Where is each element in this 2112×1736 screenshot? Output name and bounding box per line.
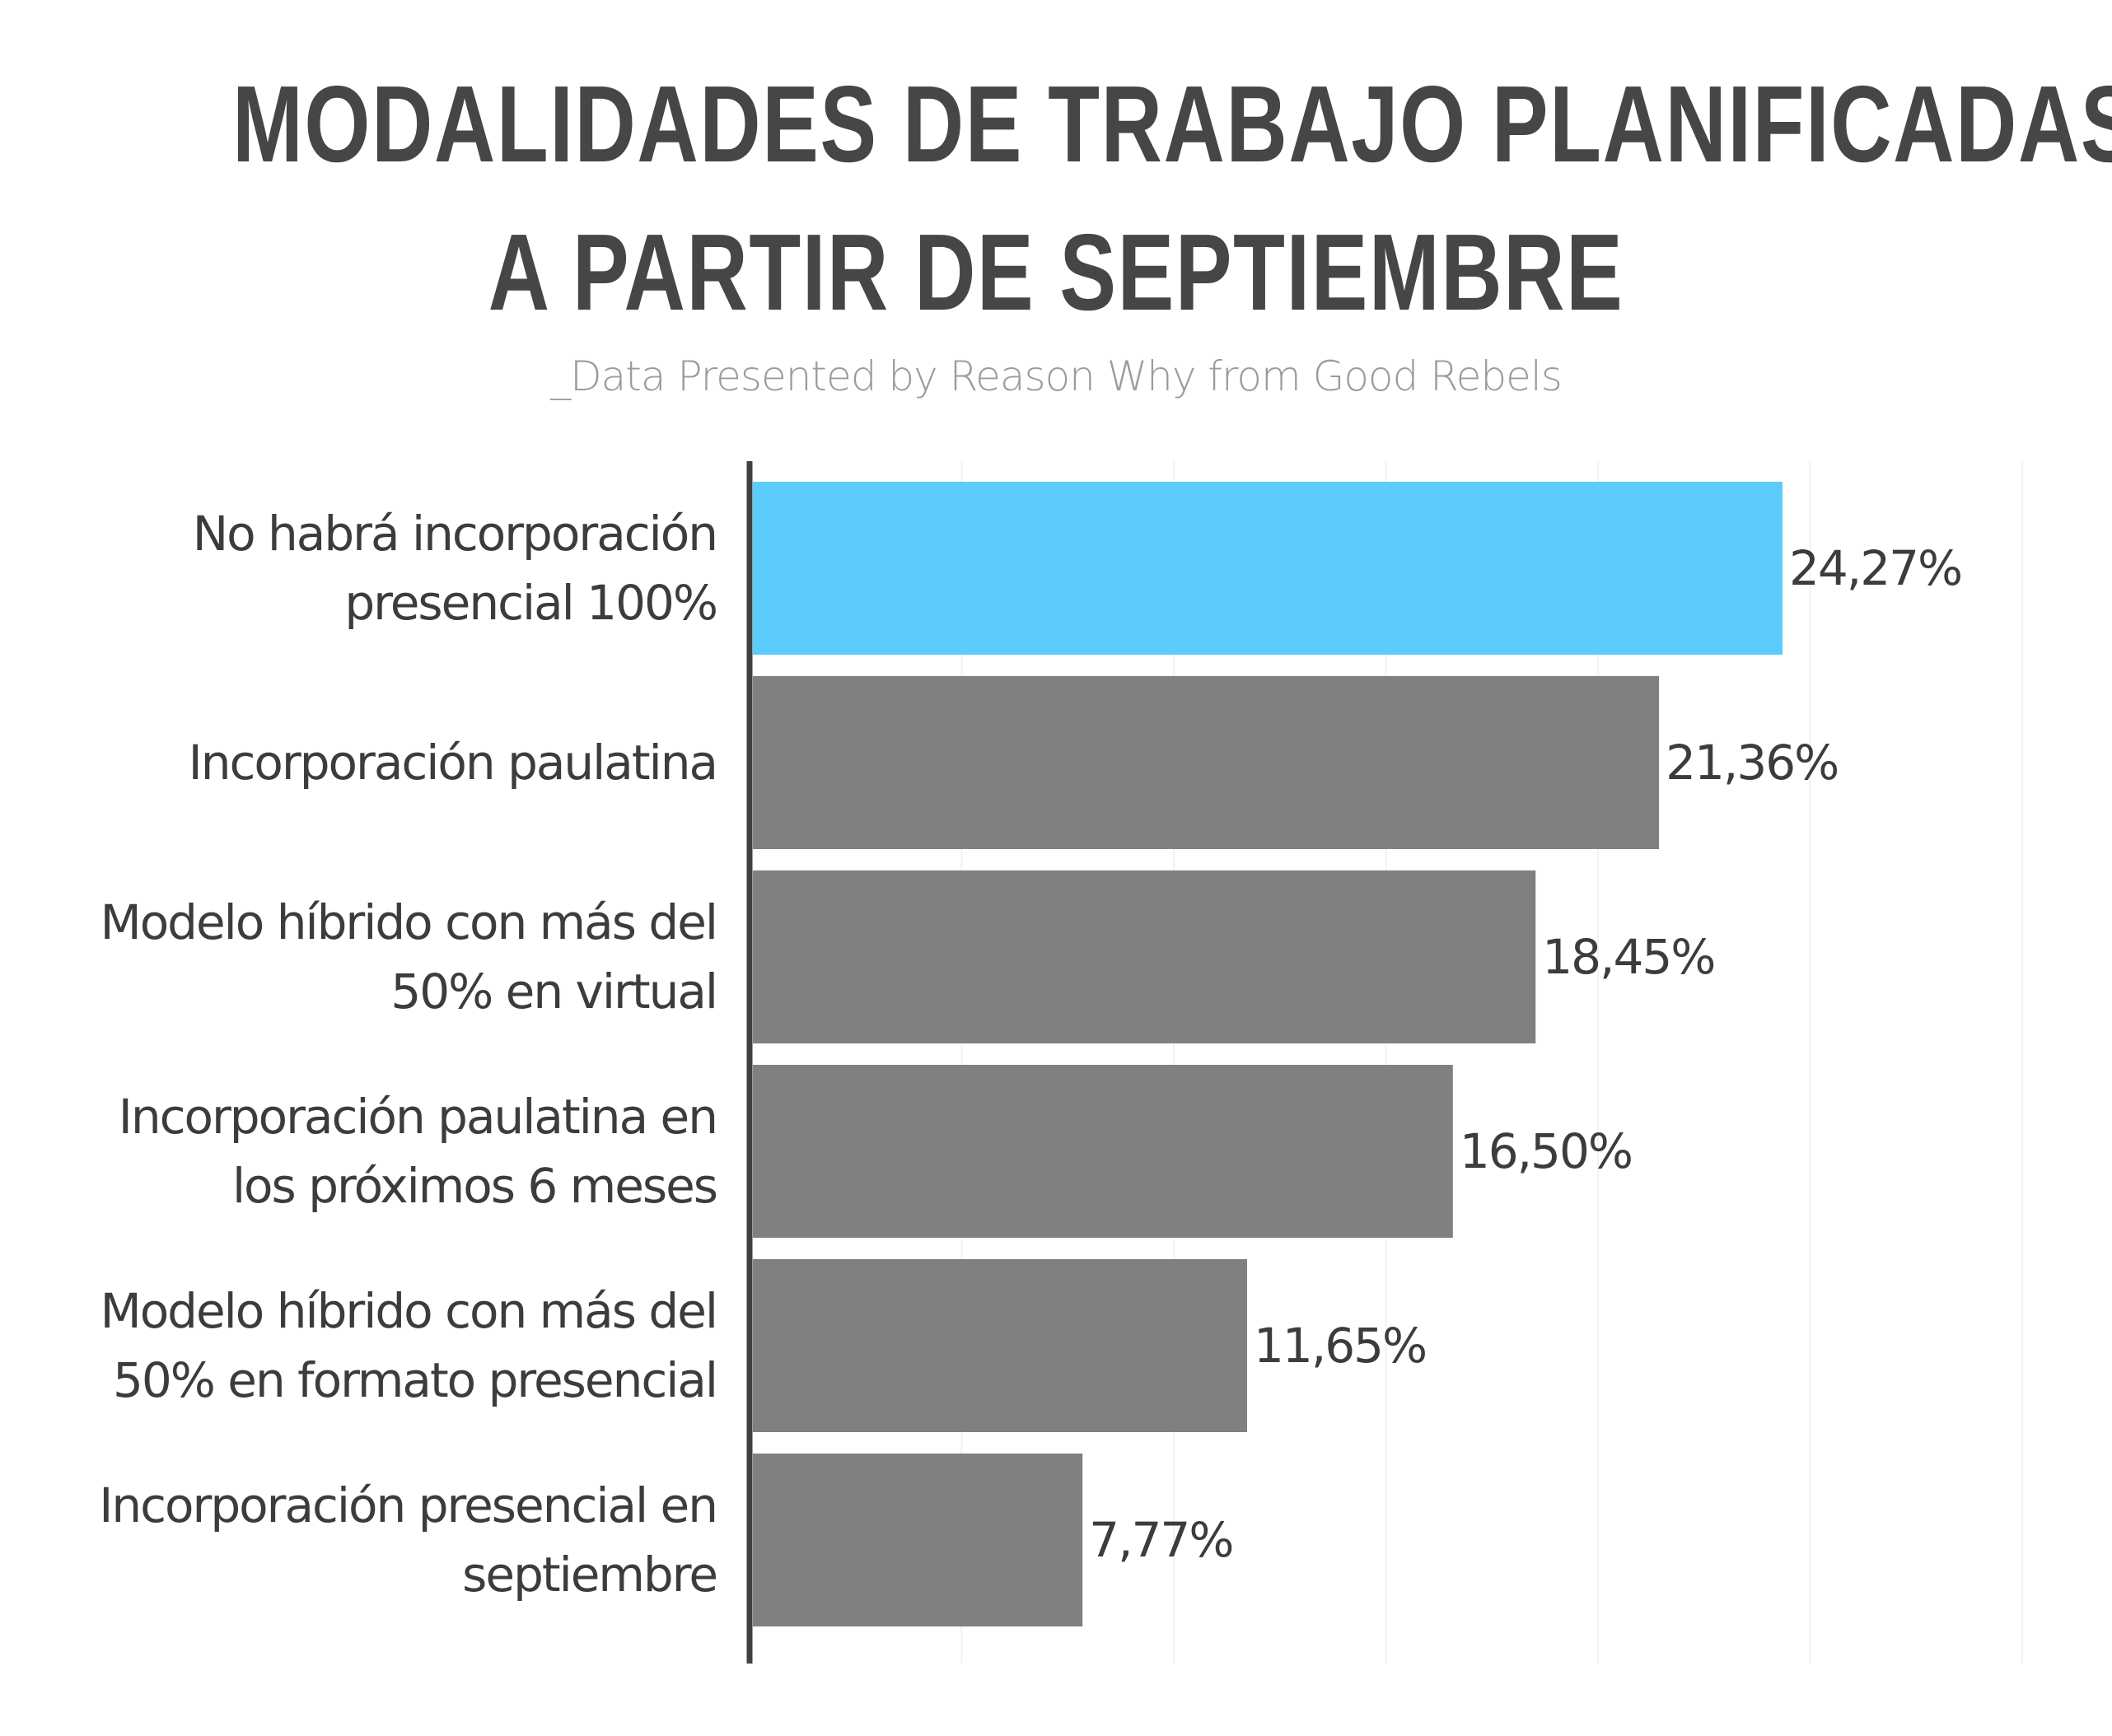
bar — [753, 1065, 1453, 1238]
value-label: 21,36% — [1666, 735, 1838, 791]
value-label: 24,27% — [1789, 540, 1961, 596]
category-label: Modelo híbrido con más del 50% en virtual — [100, 894, 717, 1020]
category-label-line: Modelo híbrido con más del — [100, 1283, 717, 1339]
category-label: Incorporación paulatina en los próximos 6… — [119, 1089, 717, 1214]
category-label-line: Incorporación paulatina — [189, 735, 717, 791]
category-label: Incorporación paulatina — [189, 735, 717, 791]
category-label-line: 50% en virtual — [390, 964, 717, 1020]
category-label-line: los próximos 6 meses — [232, 1158, 717, 1214]
category-label: Incorporación presencial en septiembre — [99, 1477, 717, 1603]
category-labels: No habrá incorporación presencial 100% Inc… — [99, 506, 718, 1603]
bar — [753, 870, 1536, 1043]
value-label: 7,77% — [1089, 1512, 1232, 1568]
value-label: 18,45% — [1542, 929, 1714, 985]
category-label-line: Incorporación presencial en — [99, 1477, 717, 1533]
value-label: 16,50% — [1460, 1123, 1632, 1179]
bar — [753, 482, 1783, 655]
chart-title-line-2: A PARTIR DE SEPTIEMBRE — [488, 212, 1624, 333]
category-label-line: 50% en formato presencial — [113, 1352, 717, 1408]
bar — [753, 1259, 1248, 1432]
value-label: 11,65% — [1254, 1318, 1426, 1374]
category-label: Modelo híbrido con más del 50% en formato… — [100, 1283, 717, 1408]
category-label-line: No habrá incorporación — [193, 506, 717, 562]
value-labels: 24,27% 21,36% 18,45% 16,50% 11,65% 7,77% — [1089, 540, 1963, 1568]
bars — [753, 482, 1783, 1626]
bar — [753, 676, 1660, 849]
category-label: No habrá incorporación presencial 100% — [193, 506, 717, 631]
category-label-line: Modelo híbrido con más del — [100, 894, 717, 950]
category-label-line: presencial 100% — [344, 575, 717, 631]
chart-title-line-1: MODALIDADES DE TRABAJO PLANIFICADAS — [232, 63, 2112, 184]
bar — [753, 1454, 1083, 1626]
category-label-line: Incorporación paulatina en — [119, 1089, 717, 1145]
category-label-line: septiembre — [462, 1547, 717, 1603]
chart-subtitle: _Data Presented by Reason Why from Good … — [550, 352, 1563, 400]
